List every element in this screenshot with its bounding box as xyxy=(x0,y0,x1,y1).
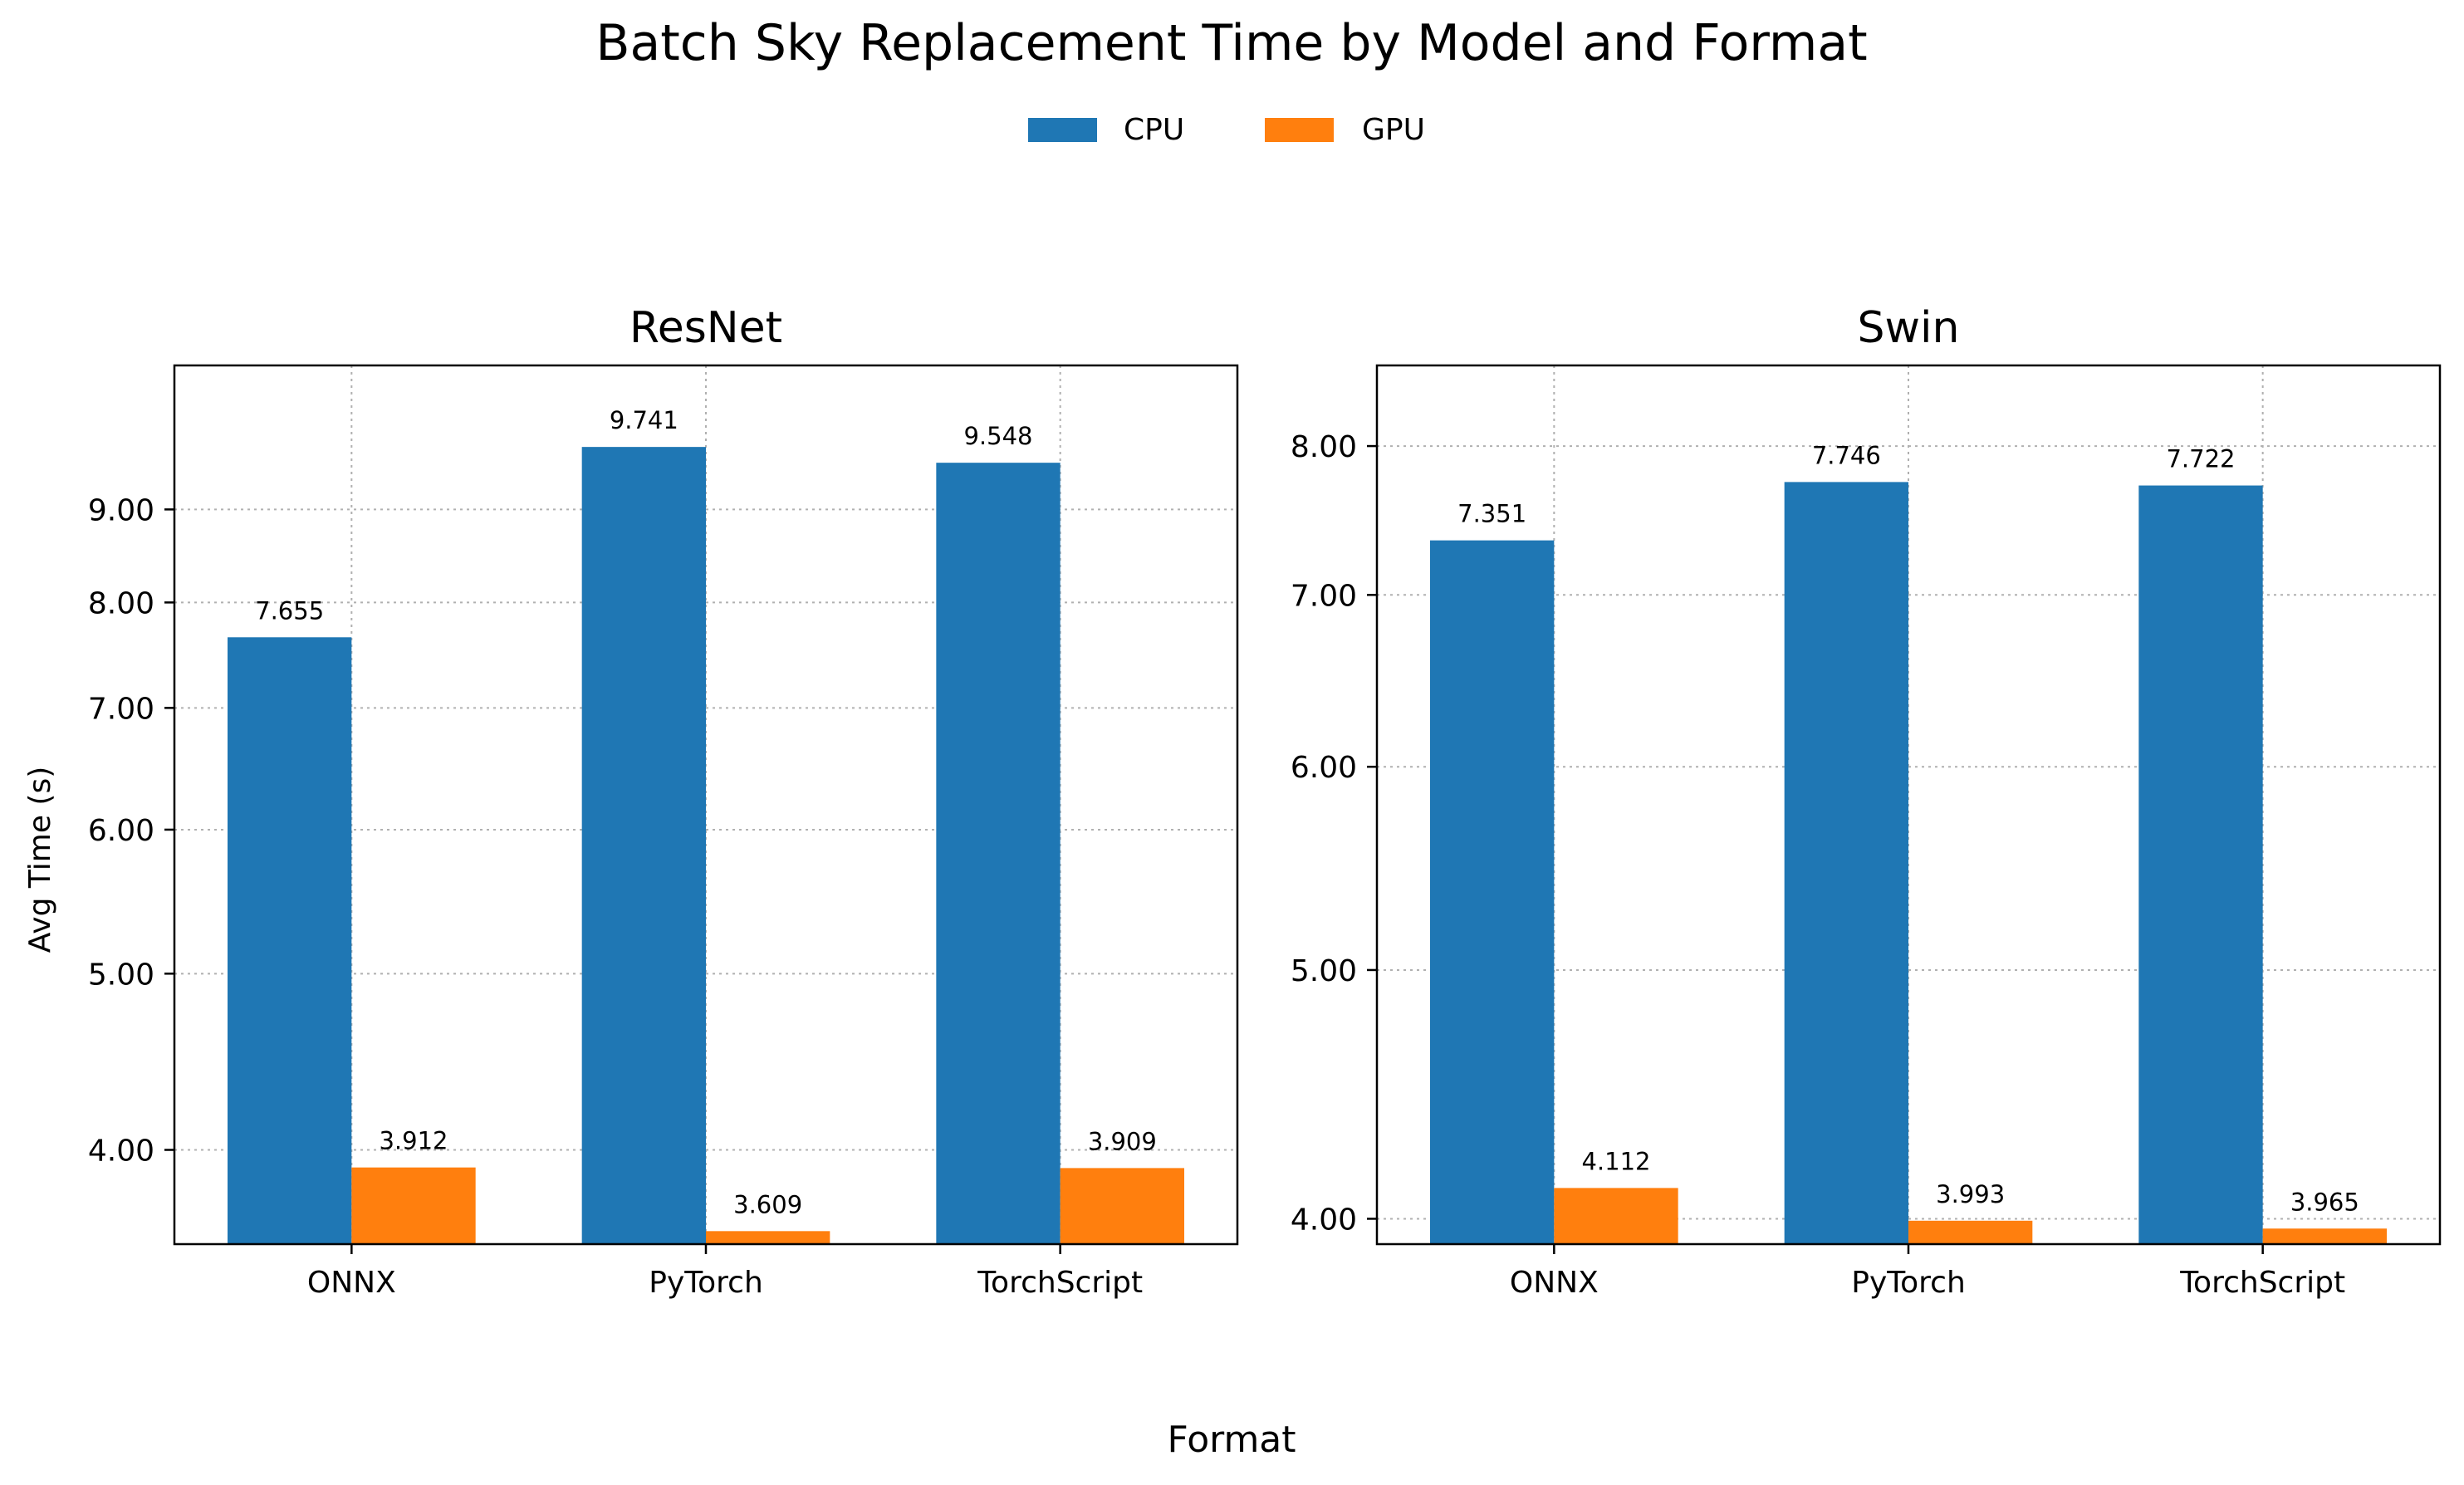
swin-value-label-gpu-onnx: 4.112 xyxy=(1581,1147,1650,1175)
swin-x-tick-label-pytorch: PyTorch xyxy=(1851,1266,1966,1300)
resnet-x-tick-label-torchscript: TorchScript xyxy=(977,1266,1143,1300)
resnet-y-tick-label-2: 6.00 xyxy=(88,814,154,848)
swin-value-label-cpu-torchscript: 7.722 xyxy=(2166,445,2235,473)
swin-value-label-cpu-onnx: 7.351 xyxy=(1457,500,1526,528)
resnet-bar-gpu-onnx xyxy=(351,1167,476,1244)
resnet-x-tick-label-onnx: ONNX xyxy=(307,1266,396,1300)
figure-title: Batch Sky Replacement Time by Model and … xyxy=(595,14,1867,72)
swin-y-tick-label-3: 7.00 xyxy=(1291,579,1357,613)
swin-x-tick-label-torchscript: TorchScript xyxy=(2179,1266,2345,1300)
swin-y-tick-label-0: 4.00 xyxy=(1291,1203,1357,1237)
swin-subplot-title: Swin xyxy=(1858,303,1960,353)
resnet-value-label-gpu-pytorch: 3.609 xyxy=(733,1190,802,1218)
legend-swatch-cpu xyxy=(1028,118,1097,142)
resnet-y-tick-label-4: 8.00 xyxy=(88,586,154,620)
swin-x-tick-label-onnx: ONNX xyxy=(1510,1266,1599,1300)
swin-value-label-gpu-torchscript: 3.965 xyxy=(2290,1188,2359,1216)
legend-label-cpu: CPU xyxy=(1124,113,1184,147)
swin-y-tick-label-4: 8.00 xyxy=(1291,430,1357,464)
legend-swatch-gpu xyxy=(1265,118,1334,142)
swin-value-label-cpu-pytorch: 7.746 xyxy=(1812,441,1881,469)
resnet-bar-gpu-torchscript xyxy=(1060,1168,1184,1244)
y-axis-label: Avg Time (s) xyxy=(23,767,57,953)
resnet-bar-cpu-onnx xyxy=(228,637,352,1244)
swin-bar-cpu-torchscript xyxy=(2138,485,2263,1244)
resnet-x-tick-label-pytorch: PyTorch xyxy=(649,1266,763,1300)
swin-bar-gpu-pytorch xyxy=(1908,1220,2033,1244)
resnet-value-label-cpu-onnx: 7.655 xyxy=(255,596,324,625)
resnet-y-tick-label-5: 9.00 xyxy=(88,493,154,527)
swin-bar-cpu-pytorch xyxy=(1784,482,1908,1244)
legend: CPU GPU xyxy=(1028,113,1425,147)
swin-value-label-gpu-pytorch: 3.993 xyxy=(1936,1180,2005,1208)
swin-y-tick-label-2: 6.00 xyxy=(1291,751,1357,785)
swin-bar-gpu-torchscript xyxy=(2262,1228,2387,1244)
resnet-y-tick-label-0: 4.00 xyxy=(88,1135,154,1169)
swin-bar-gpu-onnx xyxy=(1554,1188,1678,1244)
resnet-bar-gpu-pytorch xyxy=(706,1231,830,1244)
resnet-subplot-title: ResNet xyxy=(629,303,782,353)
resnet-value-label-cpu-pytorch: 9.741 xyxy=(610,406,678,434)
panel-resnet: 7.655 9.741 9.548 3.912 3.609 3.909 4.00 5.00 6.… xyxy=(88,303,1239,1300)
panel-swin: 7.351 7.746 7.722 4.112 3.993 3.965 4.00 5.00 6.… xyxy=(1291,303,2442,1300)
resnet-bar-cpu-torchscript xyxy=(936,463,1061,1244)
resnet-value-label-gpu-torchscript: 3.909 xyxy=(1088,1127,1157,1155)
legend-label-gpu: GPU xyxy=(1362,113,1425,147)
resnet-value-label-cpu-torchscript: 9.548 xyxy=(963,422,1032,450)
resnet-bar-cpu-pytorch xyxy=(581,447,706,1244)
resnet-y-tick-label-1: 5.00 xyxy=(88,958,154,992)
x-axis-label: Format xyxy=(1167,1419,1296,1461)
resnet-y-tick-label-3: 7.00 xyxy=(88,692,154,726)
swin-bar-cpu-onnx xyxy=(1430,540,1555,1244)
resnet-value-label-gpu-onnx: 3.912 xyxy=(379,1127,448,1155)
swin-y-tick-label-1: 5.00 xyxy=(1291,954,1357,988)
